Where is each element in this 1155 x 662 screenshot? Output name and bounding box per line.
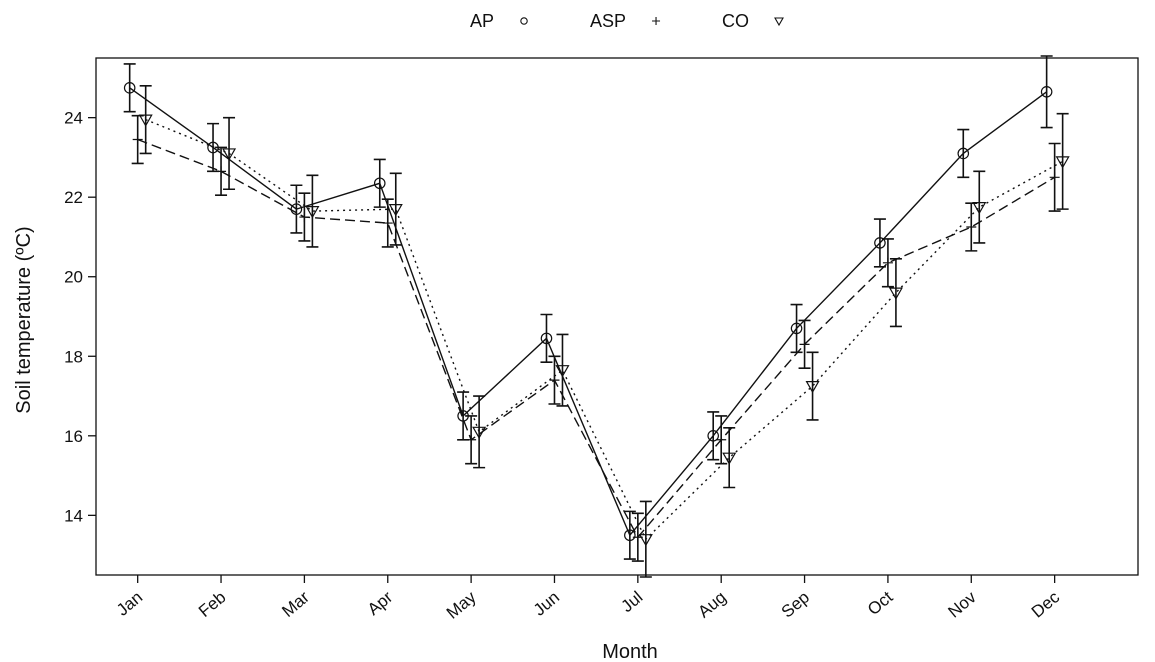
plot-frame	[95, 57, 1139, 576]
data-point	[972, 202, 987, 215]
legend-label-co: CO	[722, 11, 749, 31]
y-tick-label: 18	[64, 347, 83, 366]
error-bar	[806, 351, 819, 421]
y-tick-label: 16	[64, 427, 83, 446]
data-point	[466, 434, 477, 445]
data-point	[1040, 86, 1053, 98]
error-bar	[790, 303, 803, 354]
data-point	[299, 212, 310, 223]
series-asp	[131, 114, 1061, 562]
data-point	[716, 434, 727, 445]
x-tick-label: Jan	[113, 588, 146, 620]
data-point	[1049, 172, 1060, 183]
error-bar	[389, 172, 402, 246]
error-bar	[957, 128, 970, 179]
x-tick-label: Aug	[694, 588, 729, 622]
error-bar	[139, 85, 152, 155]
data-point	[882, 257, 893, 268]
x-tick-label: Jul	[618, 588, 647, 617]
y-tick-label: 20	[64, 268, 83, 287]
data-point	[472, 426, 487, 440]
series-line	[145, 118, 1063, 541]
series-co	[138, 85, 1070, 578]
x-tick-label: Feb	[195, 588, 230, 621]
error-bar	[306, 174, 319, 248]
legend-marker-co	[774, 17, 784, 27]
error-bar	[723, 427, 736, 489]
error-bar	[973, 170, 986, 244]
error-bar	[540, 313, 553, 364]
y-axis-label: Soil temperature (ºC)	[13, 226, 35, 413]
y-axis: 14 16 18 20 22 24	[64, 109, 96, 525]
x-tick-label: Oct	[864, 587, 897, 619]
x-tick-label: May	[443, 587, 480, 623]
data-point	[388, 204, 403, 217]
data-point	[555, 365, 570, 378]
legend-marker-asp	[652, 17, 661, 25]
data-point	[540, 332, 553, 345]
data-point	[216, 166, 227, 177]
data-point	[874, 237, 886, 249]
data-point	[888, 287, 903, 300]
data-point	[549, 375, 560, 386]
series-layer	[123, 55, 1070, 578]
data-point	[222, 148, 237, 161]
data-point	[373, 177, 386, 190]
error-bar	[123, 63, 136, 113]
data-point	[805, 380, 820, 394]
data-point	[1055, 156, 1070, 169]
error-bar	[373, 158, 386, 208]
data-point	[305, 206, 320, 219]
x-tick-label: Sep	[778, 588, 813, 622]
legend: AP ASP CO	[470, 11, 784, 31]
data-point	[799, 339, 810, 350]
error-bar	[1040, 55, 1053, 129]
y-tick-label: 14	[64, 506, 83, 525]
error-bar	[1056, 112, 1069, 210]
x-axis-label: Month	[602, 641, 658, 662]
error-bar	[556, 333, 569, 407]
x-tick-label: Mar	[278, 587, 313, 621]
data-point	[638, 534, 653, 547]
series-line	[129, 87, 1048, 537]
data-point	[138, 114, 153, 127]
data-point	[624, 529, 636, 542]
error-bar	[639, 500, 652, 578]
error-bar	[873, 218, 886, 268]
series-ap	[123, 55, 1053, 560]
error-bar	[223, 116, 236, 191]
x-tick-label: Dec	[1028, 587, 1064, 621]
error-bar	[290, 184, 303, 234]
error-bar	[623, 510, 636, 560]
data-point	[707, 430, 719, 442]
x-tick-label: Apr	[364, 587, 397, 619]
data-point	[132, 134, 143, 145]
x-tick-label: Jun	[530, 588, 563, 620]
error-bar	[889, 258, 902, 328]
y-tick-label: 22	[64, 188, 83, 207]
error-bar	[473, 395, 486, 469]
legend-label-asp: ASP	[590, 11, 626, 31]
data-point	[722, 452, 737, 465]
data-point	[382, 218, 393, 229]
series-line	[137, 138, 1055, 539]
legend-label-ap: AP	[470, 11, 494, 31]
y-tick-label: 24	[64, 109, 83, 128]
data-point	[966, 222, 977, 233]
x-axis: Jan Feb Mar Apr May Jun Jul Aug Sep Oct Nov Dec	[113, 575, 1064, 623]
x-tick-label: Nov	[944, 587, 980, 621]
data-point	[957, 147, 970, 160]
legend-marker-ap	[520, 17, 528, 25]
error-bar	[707, 411, 720, 461]
data-point	[790, 322, 803, 335]
data-point	[123, 82, 136, 94]
